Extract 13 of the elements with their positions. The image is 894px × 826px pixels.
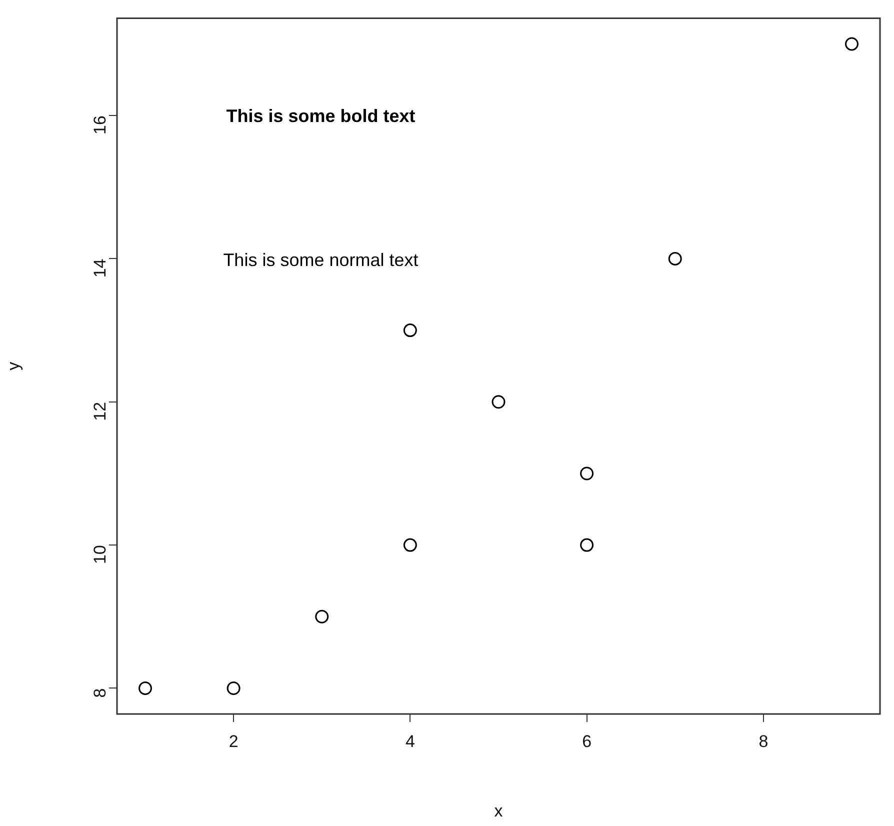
- y-axis-title: y: [4, 361, 23, 370]
- annotation: This is some normal text: [223, 250, 418, 270]
- y-tick-label: 10: [90, 545, 110, 564]
- y-tick-label: 16: [90, 116, 110, 134]
- x-tick-label: 4: [405, 732, 415, 751]
- x-axis-title: x: [494, 801, 504, 820]
- x-tick-label: 2: [228, 732, 238, 751]
- y-tick-label: 12: [90, 402, 110, 421]
- x-tick-label: 8: [758, 732, 768, 751]
- x-tick-label: 6: [582, 732, 592, 751]
- y-tick-label: 8: [90, 688, 110, 698]
- annotation: This is some bold text: [226, 106, 416, 126]
- y-tick-label: 14: [90, 258, 110, 278]
